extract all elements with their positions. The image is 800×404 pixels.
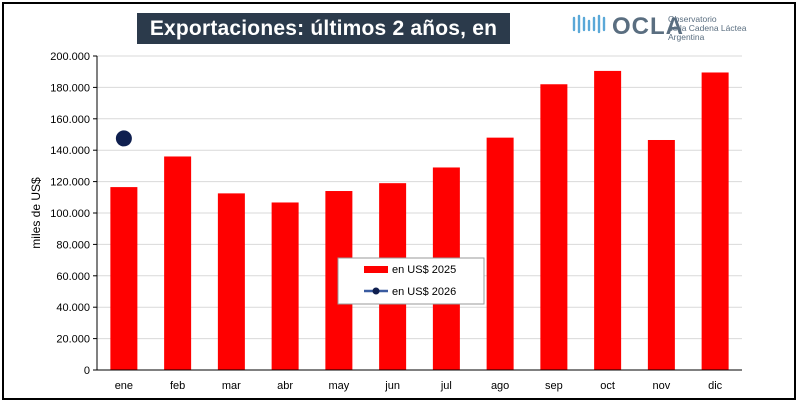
y-tick-label: 0: [84, 365, 90, 377]
y-tick-label: 120.000: [50, 177, 90, 189]
x-tick-label: ago: [491, 380, 509, 392]
y-gridlines: [97, 55, 742, 340]
bar-feb: [164, 156, 192, 370]
x-tick-label: sep: [545, 380, 563, 392]
x-tick-label: jun: [384, 380, 400, 392]
bar-oct: [594, 70, 622, 370]
x-tick-label: may: [328, 380, 349, 392]
x-tick-label: nov: [653, 380, 671, 392]
y-tick-label: 80.000: [56, 239, 90, 251]
bar-ene: [110, 187, 138, 370]
y-tick-label: 180.000: [50, 82, 90, 94]
y-tick-label: 200.000: [50, 51, 90, 63]
wave-logo-icon: [572, 14, 606, 34]
x-tick-label: ene: [115, 380, 133, 392]
y-tick-label: 60.000: [56, 271, 90, 283]
x-tick-label: feb: [170, 380, 185, 392]
chart-title: Exportaciones: últimos 2 años, en US$: [137, 13, 510, 71]
x-tick-label: jul: [440, 380, 452, 392]
x-tick-label: mar: [222, 380, 241, 392]
y-axis-label: miles de US$: [29, 177, 43, 249]
line-series-2026: [115, 130, 132, 147]
legend-swatch-dot-2026: [372, 287, 380, 295]
logo-line2: de la Cadena Láctea: [668, 23, 747, 33]
legend-label-2026: en US$ 2026: [392, 286, 456, 298]
y-tick-label: 40.000: [56, 302, 90, 314]
y-tick-label: 100.000: [50, 208, 90, 220]
ocla-logo: OCLA Observatorio de la Cadena Láctea Ar…: [572, 10, 772, 46]
bar-series-2025: [110, 70, 729, 371]
legend: en US$ 2025 en US$ 2026: [337, 257, 485, 305]
y-axis-ticks: 0 20.000 40.000 60.000 80.000 100.000 120.000 1…: [50, 51, 97, 377]
point-2026: [115, 130, 132, 147]
x-tick-label: oct: [600, 380, 615, 392]
x-tick-label: abr: [277, 380, 293, 392]
y-tick-label: 140.000: [50, 145, 90, 157]
logo-line1: Observatorio: [668, 14, 717, 24]
logo-name: OCLA: [612, 13, 684, 40]
y-tick-label: 160.000: [50, 114, 90, 126]
bar-dic: [701, 72, 729, 371]
bar-sep: [540, 84, 568, 370]
legend-swatch-2025: [364, 266, 388, 273]
legend-label-2025: en US$ 2025: [392, 264, 456, 276]
bar-ago: [486, 137, 514, 370]
bar-nov: [647, 139, 675, 370]
bar-mar: [217, 193, 245, 370]
x-tick-label: dic: [708, 380, 723, 392]
bar-abr: [271, 202, 299, 370]
y-tick-label: 20.000: [56, 334, 90, 346]
legend-box: [337, 257, 485, 305]
x-axis-ticks: ene feb mar abr may jun jul ago sep oct nov dic: [115, 380, 723, 392]
logo-line3: Argentina: [668, 32, 705, 42]
